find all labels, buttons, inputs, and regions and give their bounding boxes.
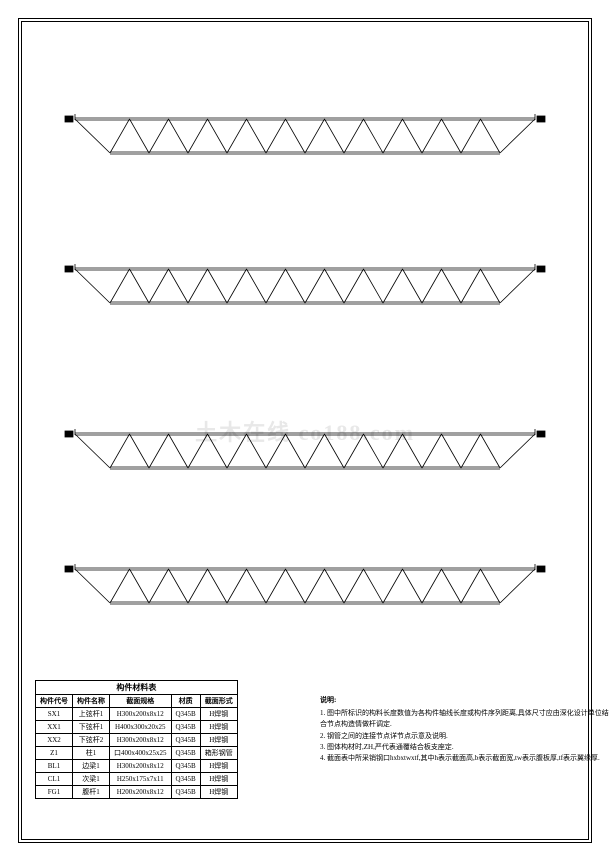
table-header: 截面规格	[110, 695, 172, 708]
table-cell: H焊钢	[200, 773, 237, 786]
table-header: 构件名称	[73, 695, 110, 708]
table-cell: SX1	[36, 708, 73, 721]
table-row: XX2下弦杆2H300x200x8x12Q345BH焊钢	[36, 734, 238, 747]
truss-view-3	[55, 425, 555, 487]
table-cell: H300x200x8x12	[110, 708, 172, 721]
table-row: FG1腹杆1H200x200x8x12Q345BH焊钢	[36, 786, 238, 799]
table-cell: H焊钢	[200, 734, 237, 747]
notes-block: 说明: 1. 图中所标识的构料长度数值为各构件轴线长度或构件序列距离,具体尺寸应…	[320, 695, 610, 764]
table-cell: H300x200x8x12	[110, 760, 172, 773]
table-row: SX1上弦杆1H300x200x8x12Q345BH焊钢	[36, 708, 238, 721]
table-cell: H400x300x20x25	[110, 721, 172, 734]
table-cell: H250x175x7x11	[110, 773, 172, 786]
table-cell: H300x200x8x12	[110, 734, 172, 747]
table-cell: H焊钢	[200, 786, 237, 799]
note-item: 4. 截面表中所采销钢口hxbxtwxtf,其中h表示截面高,b表示截面宽,tw…	[320, 753, 610, 764]
table-cell: 次梁1	[73, 773, 110, 786]
table-cell: 口400x400x25x25	[110, 747, 172, 760]
table-cell: H焊钢	[200, 721, 237, 734]
table-title: 构件材料表	[36, 681, 238, 695]
table-header: 截面形式	[200, 695, 237, 708]
table-cell: Q345B	[171, 708, 200, 721]
table-cell: 柱1	[73, 747, 110, 760]
note-item: 3. 图体构材时,ZH,严代表通覆结合板支座定.	[320, 742, 610, 753]
table-cell: Z1	[36, 747, 73, 760]
table-cell: Q345B	[171, 760, 200, 773]
table-cell: 箱形钢管	[200, 747, 237, 760]
table-cell: CL1	[36, 773, 73, 786]
truss-view-2	[55, 260, 555, 322]
table-cell: BL1	[36, 760, 73, 773]
table-cell: 下弦杆1	[73, 721, 110, 734]
table-row: BL1边梁1H300x200x8x12Q345BH焊钢	[36, 760, 238, 773]
table-cell: Q345B	[171, 734, 200, 747]
table-cell: XX2	[36, 734, 73, 747]
table-cell: H焊钢	[200, 760, 237, 773]
table-cell: 边梁1	[73, 760, 110, 773]
note-item: 2. 钢管之间的连接节点详节点示意及说明.	[320, 731, 610, 742]
table-cell: Q345B	[171, 773, 200, 786]
table-cell: XX1	[36, 721, 73, 734]
truss-view-4	[55, 560, 555, 622]
table-header: 构件代号	[36, 695, 73, 708]
notes-heading: 说明:	[320, 695, 610, 706]
table-cell: H焊钢	[200, 708, 237, 721]
note-item: 1. 图中所标识的构料长度数值为各构件轴线长度或构件序列距离,具体尺寸应由深化设…	[320, 708, 610, 730]
table-row: XX1下弦杆1H400x300x20x25Q345BH焊钢	[36, 721, 238, 734]
material-table: 构件材料表 构件代号构件名称截面规格材质截面形式 SX1上弦杆1H300x200…	[35, 680, 238, 799]
table-cell: 下弦杆2	[73, 734, 110, 747]
table-cell: H200x200x8x12	[110, 786, 172, 799]
table-cell: Q345B	[171, 786, 200, 799]
table-cell: Q345B	[171, 747, 200, 760]
table-cell: Q345B	[171, 721, 200, 734]
table-row: Z1柱1口400x400x25x25Q345B箱形钢管	[36, 747, 238, 760]
table-row: CL1次梁1H250x175x7x11Q345BH焊钢	[36, 773, 238, 786]
table-cell: 腹杆1	[73, 786, 110, 799]
table-cell: 上弦杆1	[73, 708, 110, 721]
table-cell: FG1	[36, 786, 73, 799]
table-header: 材质	[171, 695, 200, 708]
truss-view-1	[55, 110, 555, 172]
